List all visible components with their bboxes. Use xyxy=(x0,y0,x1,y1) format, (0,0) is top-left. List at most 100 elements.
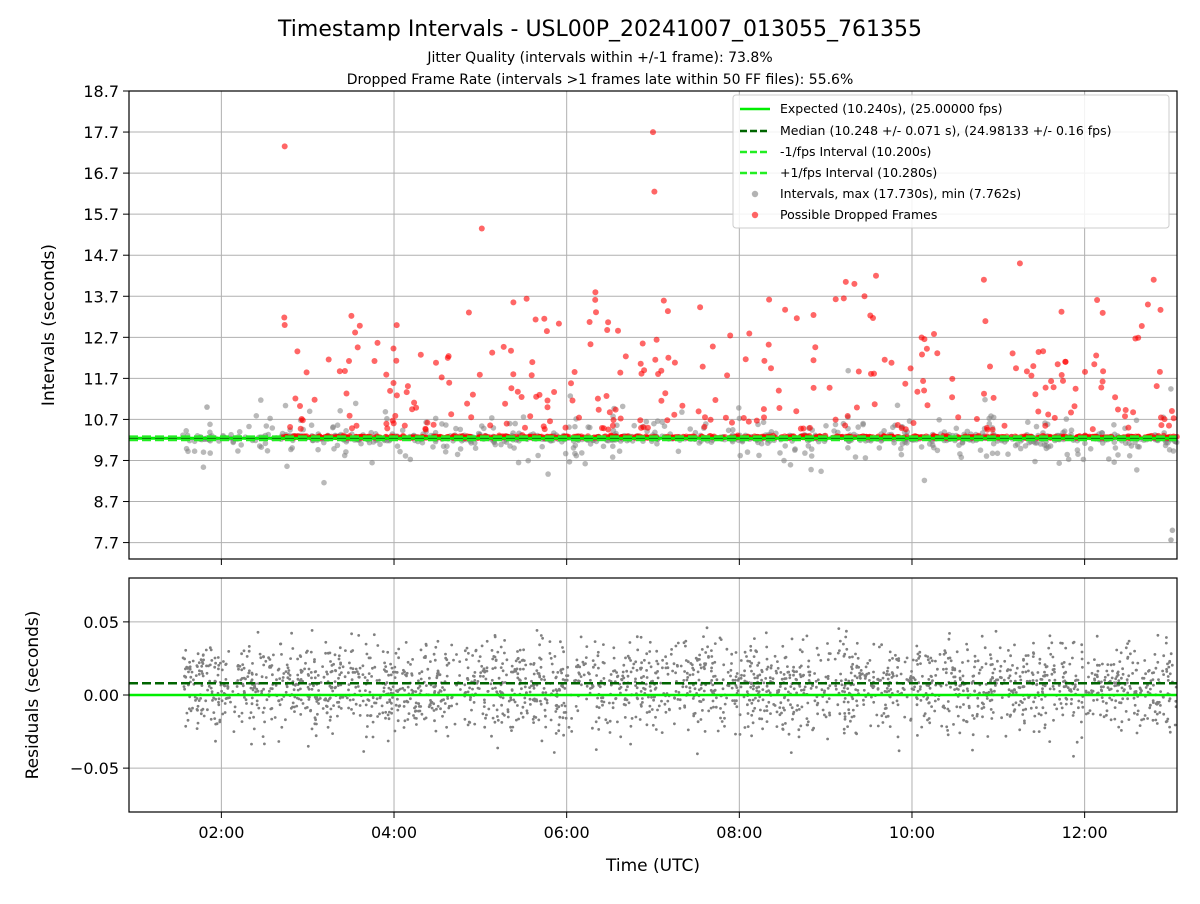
residual-point xyxy=(909,717,913,721)
residual-point xyxy=(813,672,816,675)
residual-point xyxy=(396,697,399,701)
interval-point xyxy=(1075,451,1081,458)
legend-label-expected: Expected (10.240s), (25.00000 fps) xyxy=(780,101,1002,116)
residual-point xyxy=(443,688,446,692)
residual-point xyxy=(880,643,883,647)
dropped-frame-point xyxy=(810,312,817,318)
residual-point xyxy=(299,713,303,716)
residual-point xyxy=(294,682,298,686)
residual-point xyxy=(562,733,565,737)
residual-point xyxy=(284,690,288,694)
residual-point xyxy=(1114,677,1118,681)
residual-point xyxy=(237,667,240,671)
residual-point xyxy=(850,715,854,719)
dropped-frame-point xyxy=(622,353,629,360)
residual-point xyxy=(1114,699,1118,703)
residual-point xyxy=(315,696,319,699)
residual-point xyxy=(849,719,852,723)
interval-point xyxy=(587,424,593,431)
dropped-frame-point xyxy=(424,419,431,426)
bottom-ytick-label: 0.05 xyxy=(83,613,119,632)
residual-point xyxy=(202,714,206,718)
dropped-frame-point xyxy=(697,304,704,311)
residual-point xyxy=(548,652,552,655)
residual-point xyxy=(317,689,320,692)
residual-point xyxy=(305,706,309,709)
residual-point xyxy=(328,718,332,722)
residual-point xyxy=(942,667,945,671)
residual-point xyxy=(791,669,795,673)
dropped-frame-point xyxy=(1068,409,1074,416)
residual-point xyxy=(998,646,1002,650)
residual-point xyxy=(790,637,794,641)
dropped-frame-point xyxy=(990,394,997,401)
residual-point xyxy=(1166,662,1169,666)
residual-point xyxy=(1154,666,1158,670)
dropped-frame-point xyxy=(551,389,558,395)
residual-point xyxy=(1070,697,1073,701)
residual-point xyxy=(849,671,853,675)
residual-point xyxy=(792,687,796,691)
residual-point xyxy=(1133,649,1136,653)
residual-point xyxy=(351,698,355,701)
residual-point xyxy=(281,679,285,682)
interval-point xyxy=(258,444,265,451)
residual-point xyxy=(1019,699,1023,703)
interval-point xyxy=(453,425,459,432)
residual-point xyxy=(1086,711,1090,715)
residual-point xyxy=(982,691,986,694)
residual-point xyxy=(554,732,558,735)
dropped-frame-point xyxy=(281,314,288,321)
residual-point xyxy=(838,712,842,716)
residual-point xyxy=(638,718,642,721)
residual-point xyxy=(778,685,782,688)
dropped-frame-point xyxy=(810,357,817,364)
residual-point xyxy=(220,699,224,703)
residual-point xyxy=(185,711,189,715)
residual-point xyxy=(385,681,389,685)
residual-point xyxy=(329,670,333,674)
dropped-frame-point xyxy=(793,408,800,415)
residual-point xyxy=(470,708,473,712)
residual-point xyxy=(1095,634,1099,638)
residual-point xyxy=(1173,723,1177,727)
residual-point xyxy=(538,675,542,679)
residual-point xyxy=(723,702,727,706)
interval-point xyxy=(258,397,264,403)
dropped-frame-point xyxy=(529,359,536,366)
residual-point xyxy=(213,717,217,720)
residual-point xyxy=(466,666,470,670)
dropped-frame-point xyxy=(393,357,400,364)
residual-point xyxy=(955,650,959,654)
residual-point xyxy=(297,697,301,701)
residual-point xyxy=(1018,675,1022,678)
dropped-frame-point xyxy=(413,404,420,411)
residual-point xyxy=(330,664,334,667)
residual-point xyxy=(364,642,368,646)
interval-point xyxy=(959,440,966,446)
residual-point xyxy=(768,676,772,680)
residual-point xyxy=(497,676,501,680)
interval-point xyxy=(207,421,213,428)
dropped-frame-point xyxy=(433,359,439,366)
residual-point xyxy=(845,629,848,633)
residual-point xyxy=(385,701,389,704)
residual-point xyxy=(313,716,317,720)
dropped-frame-point xyxy=(1158,414,1164,421)
residual-point xyxy=(919,685,922,689)
residual-point xyxy=(433,690,437,693)
residual-point xyxy=(838,649,841,652)
residual-point xyxy=(1048,687,1052,691)
interval-point xyxy=(207,450,213,456)
residual-point xyxy=(649,689,653,693)
residual-point xyxy=(760,678,763,682)
residual-point xyxy=(1013,643,1016,647)
residual-point xyxy=(645,676,649,679)
residual-point xyxy=(564,716,568,720)
residual-point xyxy=(1155,712,1159,716)
residual-point xyxy=(711,699,715,703)
residual-point xyxy=(1165,719,1169,723)
dropped-frame-point xyxy=(1112,394,1119,401)
residual-point xyxy=(336,701,339,704)
